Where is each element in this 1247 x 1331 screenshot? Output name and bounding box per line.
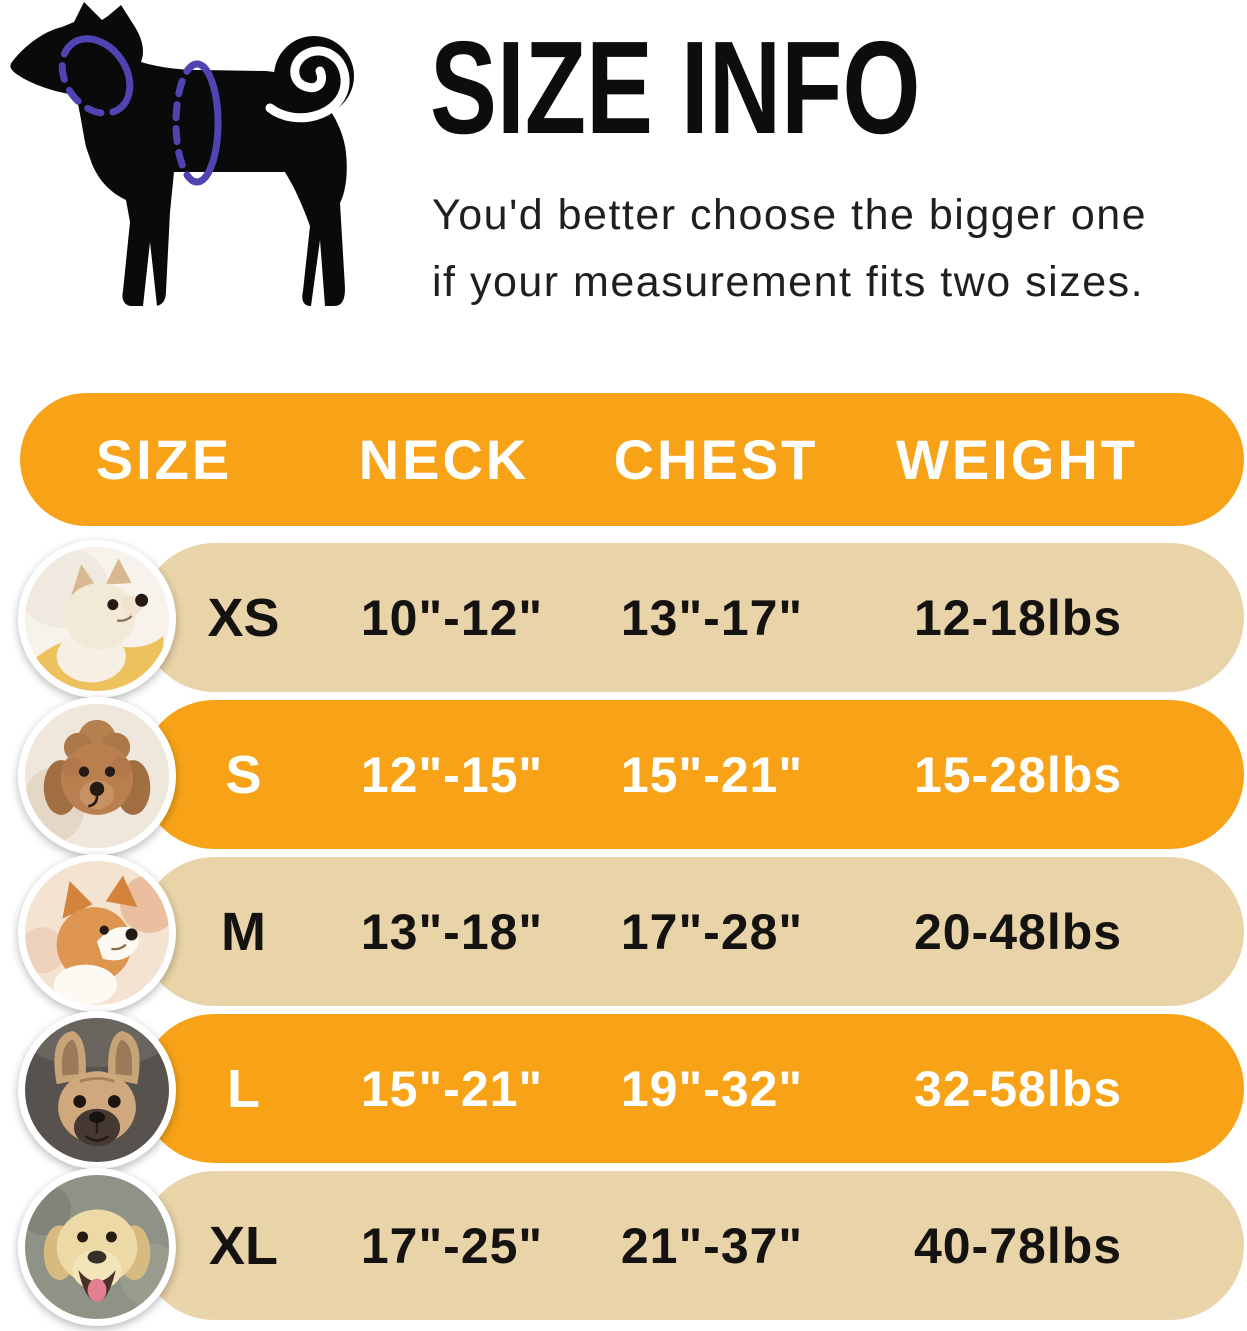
- weight-cell: 40-78lbs: [913, 1217, 1123, 1274]
- size-cell: XS: [207, 587, 280, 648]
- table-row-xl: XL 17"-25" 21"-37" 40-78lbs: [18, 1168, 1244, 1326]
- row-pill: XS 10"-12" 13"-17" 12-18lbs: [140, 543, 1244, 692]
- column-header-weight: WEIGHT: [896, 428, 1138, 491]
- table-row-xs: XS 10"-12" 13"-17" 12-18lbs: [18, 540, 1244, 698]
- row-pill: L 15"-21" 19"-32" 32-58lbs: [140, 1014, 1244, 1163]
- subtitle: You'd better choose the bigger one if yo…: [432, 182, 1147, 316]
- chest-measure-ring: [172, 60, 222, 186]
- table-row-s: S 12"-15" 15"-21" 15-28lbs: [18, 697, 1244, 855]
- weight-cell: 32-58lbs: [913, 1060, 1123, 1117]
- chest-cell: 21"-37": [620, 1217, 804, 1274]
- chest-cell: 19"-32": [620, 1060, 804, 1117]
- labrador-photo: [18, 1168, 176, 1326]
- subtitle-line-2: if your measurement fits two sizes.: [432, 258, 1145, 306]
- neck-cell: 17"-25": [360, 1217, 544, 1274]
- pomeranian-photo-art: [25, 547, 169, 691]
- poodle-photo-art: [25, 704, 169, 848]
- table-header: SIZE NECK CHEST WEIGHT: [20, 393, 1244, 526]
- row-pill: M 13"-18" 17"-28" 20-48lbs: [140, 857, 1244, 1006]
- neck-cell: 10"-12": [360, 589, 544, 646]
- size-cell: M: [221, 901, 266, 962]
- labrador-photo-art: [25, 1175, 169, 1319]
- size-cell: S: [225, 744, 262, 805]
- weight-cell: 12-18lbs: [913, 589, 1123, 646]
- neck-cell: 15"-21": [360, 1060, 544, 1117]
- french-bulldog-photo: [18, 1011, 176, 1169]
- neck-measure-ring: [58, 35, 134, 117]
- row-pill: XL 17"-25" 21"-37" 40-78lbs: [140, 1171, 1244, 1320]
- size-cell: L: [227, 1058, 260, 1119]
- table-row-m: M 13"-18" 17"-28" 20-48lbs: [18, 854, 1244, 1012]
- column-header-size: SIZE: [95, 428, 233, 491]
- neck-cell: 12"-15": [360, 746, 544, 803]
- chest-cell: 13"-17": [620, 589, 804, 646]
- french-bulldog-photo-art: [25, 1018, 169, 1162]
- dog-measurement-figure: [10, 2, 354, 306]
- chest-cell: 17"-28": [620, 903, 804, 960]
- weight-cell: 15-28lbs: [913, 746, 1123, 803]
- size-rows: XS 10"-12" 13"-17" 12-18lbs S 12"-15" 15…: [18, 540, 1244, 1328]
- poodle-photo: [18, 697, 176, 855]
- chest-cell: 15"-21": [620, 746, 804, 803]
- shiba-inu-photo: [18, 854, 176, 1012]
- column-header-neck: NECK: [358, 428, 530, 491]
- pomeranian-photo: [18, 540, 176, 698]
- shiba-inu-photo-art: [25, 861, 169, 1005]
- row-pill: S 12"-15" 15"-21" 15-28lbs: [140, 700, 1244, 849]
- column-header-chest: CHEST: [613, 428, 819, 491]
- neck-cell: 13"-18": [360, 903, 544, 960]
- subtitle-line-1: You'd better choose the bigger one: [432, 191, 1148, 239]
- size-cell: XL: [208, 1215, 278, 1276]
- page-title: SIZE INFO: [430, 14, 921, 161]
- weight-cell: 20-48lbs: [913, 903, 1123, 960]
- table-row-l: L 15"-21" 19"-32" 32-58lbs: [18, 1011, 1244, 1169]
